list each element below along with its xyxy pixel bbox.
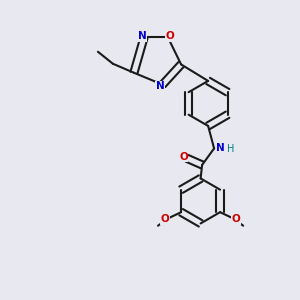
Text: O: O [232, 214, 241, 224]
Text: O: O [179, 152, 188, 162]
Text: N: N [216, 142, 225, 152]
Text: H: H [227, 144, 234, 154]
Text: O: O [165, 31, 174, 41]
Text: O: O [160, 214, 169, 224]
Text: N: N [138, 31, 147, 41]
Text: N: N [156, 81, 165, 91]
